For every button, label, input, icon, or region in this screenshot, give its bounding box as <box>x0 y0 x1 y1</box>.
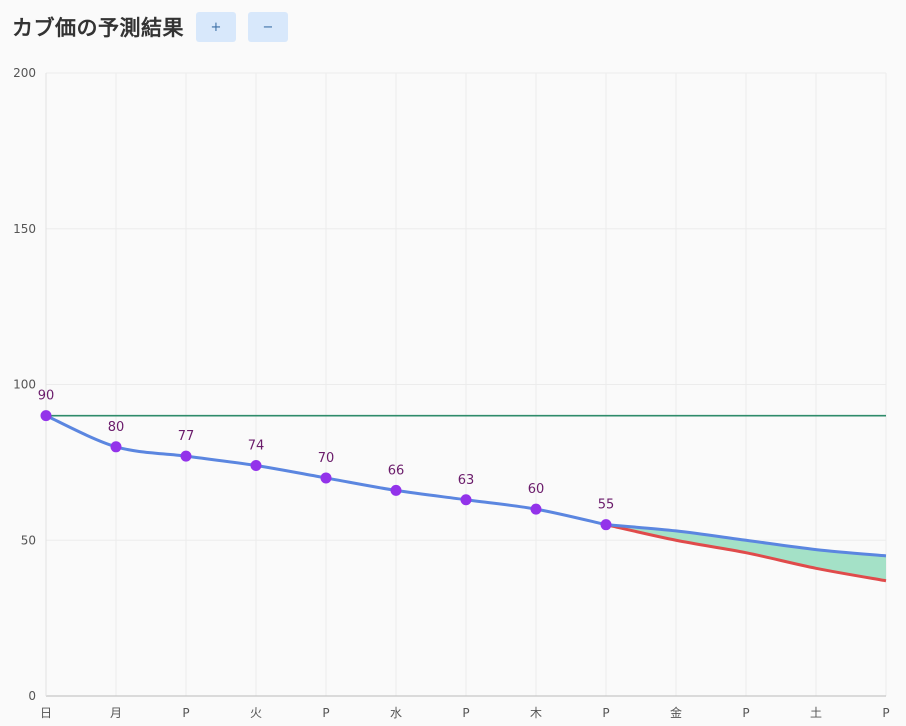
data-point <box>250 459 262 471</box>
x-tick-label: 水 <box>390 706 402 720</box>
zoom-out-button[interactable]: − <box>248 12 288 42</box>
y-tick-label: 50 <box>21 533 36 547</box>
x-tick-label: P <box>742 706 749 720</box>
data-label: 63 <box>458 473 475 488</box>
y-tick-label: 100 <box>13 378 36 392</box>
data-label: 74 <box>248 438 265 453</box>
x-tick-label: P <box>182 706 189 720</box>
data-label: 77 <box>178 429 195 444</box>
zoom-in-button[interactable]: + <box>196 12 236 42</box>
x-tick-label: P <box>322 706 329 720</box>
x-tick-label: 土 <box>810 706 822 720</box>
data-label: 55 <box>598 498 615 513</box>
x-tick-label: 月 <box>110 706 122 720</box>
x-tick-label: P <box>602 706 609 720</box>
y-tick-label: 200 <box>13 66 36 80</box>
forecast-lower-line <box>605 523 887 583</box>
x-tick-label: 金 <box>670 705 682 720</box>
data-point <box>390 484 402 496</box>
data-point <box>180 450 192 462</box>
x-tick-label: 日 <box>40 706 52 720</box>
data-label: 66 <box>388 463 405 478</box>
data-point <box>40 410 52 422</box>
data-label: 60 <box>528 482 545 497</box>
y-tick-label: 0 <box>28 689 36 703</box>
forecast-upper-line <box>605 523 887 558</box>
data-point <box>320 472 332 484</box>
x-tick-label: P <box>882 706 889 720</box>
y-tick-label: 150 <box>13 222 36 236</box>
x-tick-label: 火 <box>250 706 262 720</box>
x-tick-label: 木 <box>530 706 542 720</box>
data-label: 70 <box>318 451 335 466</box>
data-label: 90 <box>38 389 55 404</box>
data-label: 80 <box>108 420 125 435</box>
x-tick-label: P <box>462 706 469 720</box>
data-point <box>530 503 542 515</box>
chart-header: カブ価の予測結果 + − <box>12 10 300 44</box>
data-point <box>110 441 122 453</box>
data-point <box>600 519 612 531</box>
page-title: カブ価の予測結果 <box>12 16 184 40</box>
data-point <box>460 494 472 506</box>
